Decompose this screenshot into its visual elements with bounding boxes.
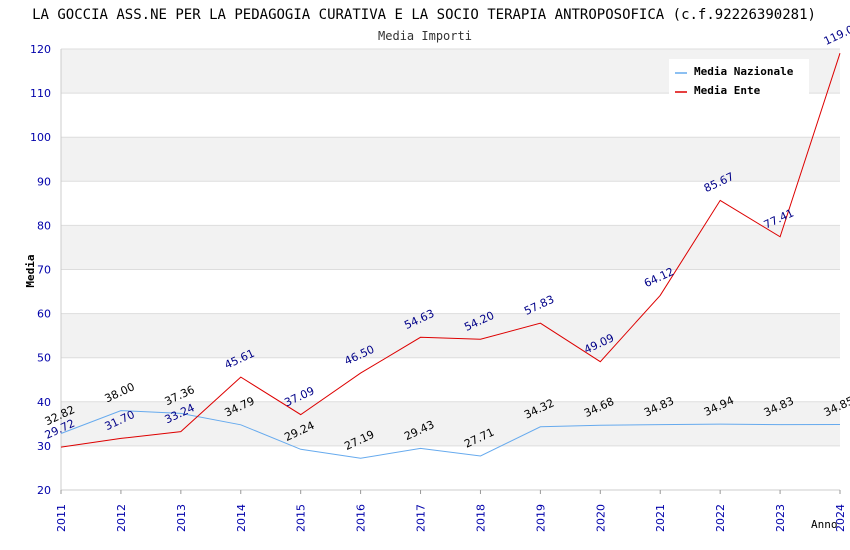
x-tick-label: 2014 xyxy=(235,504,248,532)
grid-band xyxy=(61,357,840,402)
y-tick-label: 50 xyxy=(37,352,51,365)
y-tick-label: 20 xyxy=(37,484,51,497)
chart-subtitle: Media Importi xyxy=(378,29,472,43)
y-tick-label: 110 xyxy=(30,87,51,100)
x-tick-label: 2013 xyxy=(175,504,188,532)
x-axis-label: Anno xyxy=(811,518,838,531)
y-tick-label: 100 xyxy=(30,131,51,144)
grid-band xyxy=(61,137,840,182)
grid-band xyxy=(61,313,840,358)
grid-band xyxy=(61,445,840,490)
x-tick-label: 2024 xyxy=(834,504,847,532)
y-tick-label: 30 xyxy=(37,440,51,453)
series-lines xyxy=(60,53,841,459)
legend-box xyxy=(669,59,809,95)
legend-label-ente: Media Ente xyxy=(694,84,761,97)
legend: Media Nazionale Media Ente xyxy=(669,59,809,97)
x-tick-label: 2021 xyxy=(654,504,667,532)
x-tick-label: 2023 xyxy=(774,504,787,532)
x-tick-label: 2011 xyxy=(55,504,68,532)
y-ticks: 20 30 40 50 60 70 80 90 100 110 120 xyxy=(30,43,51,497)
y-tick-label: 60 xyxy=(37,308,51,321)
grid-bands xyxy=(61,49,840,490)
chart-title: LA GOCCIA ASS.NE PER LA PEDAGOGIA CURATI… xyxy=(32,7,816,23)
x-ticks: 2011 2012 2013 2014 2015 2016 2017 2018 2019 2020… xyxy=(55,490,847,532)
y-axis-label: Media xyxy=(24,254,37,287)
x-tick-label: 2022 xyxy=(714,504,727,532)
series-line-0 xyxy=(60,410,841,459)
x-tick-label: 2020 xyxy=(594,504,607,532)
x-tick-label: 2012 xyxy=(115,504,128,532)
x-tick-label: 2016 xyxy=(355,504,368,532)
x-tick-label: 2017 xyxy=(415,504,428,532)
x-tick-label: 2019 xyxy=(534,504,547,532)
x-tick-label: 2015 xyxy=(295,504,308,532)
grid-band xyxy=(61,225,840,270)
axes xyxy=(60,49,840,491)
x-tick-label: 2018 xyxy=(474,504,487,532)
y-tick-label: 120 xyxy=(30,43,51,56)
grid-band xyxy=(61,181,840,226)
series-line-1 xyxy=(60,53,841,448)
y-tick-label: 90 xyxy=(37,175,51,188)
legend-label-nazionale: Media Nazionale xyxy=(694,65,794,78)
y-tick-label: 70 xyxy=(37,264,51,277)
y-tick-label: 80 xyxy=(37,219,51,232)
grid-band xyxy=(61,269,840,314)
grid-band xyxy=(61,93,840,138)
data-label: 119.05 xyxy=(822,20,850,48)
y-tick-label: 40 xyxy=(37,396,51,409)
